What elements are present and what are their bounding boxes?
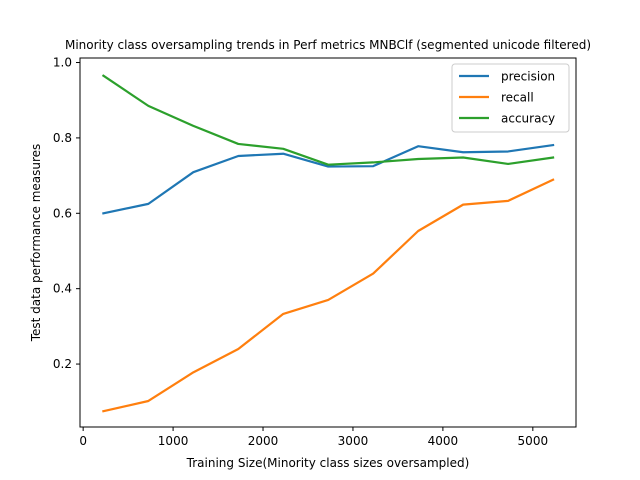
series-layer (101, 74, 555, 413)
x-tick-label: 4000 (428, 434, 459, 448)
x-tick-label: 0 (79, 434, 87, 448)
y-tick-label: 0.4 (53, 282, 72, 296)
chart-title: Minority class oversampling trends in Pe… (65, 38, 591, 52)
legend-label-accuracy: accuracy (501, 112, 555, 126)
legend: precision recall accuracy (451, 63, 570, 133)
legend-label-precision: precision (501, 70, 555, 84)
series-line-precision (102, 143, 555, 215)
x-tick-label: 2000 (248, 434, 279, 448)
x-axis-label: Training Size(Minority class sizes overs… (186, 456, 470, 470)
y-tick-label: 0.6 (53, 206, 72, 220)
y-tick-label: 1.0 (53, 56, 72, 70)
plot-area: 0 1000 2000 3000 4000 5000 0.2 0.4 0.6 0.8 1.0 (53, 56, 577, 448)
x-axis-ticks: 0 1000 2000 3000 4000 5000 (79, 427, 548, 448)
x-tick-label: 5000 (518, 434, 549, 448)
legend-frame (451, 63, 570, 133)
legend-items: precision recall accuracy (459, 70, 555, 126)
y-axis-ticks: 0.2 0.4 0.6 0.8 1.0 (53, 56, 80, 371)
x-tick-label: 3000 (338, 434, 369, 448)
series-line-recall (102, 178, 555, 413)
y-tick-label: 0.8 (53, 131, 72, 145)
legend-label-recall: recall (501, 91, 534, 105)
y-tick-label: 0.2 (53, 357, 72, 371)
x-tick-label: 1000 (158, 434, 189, 448)
y-axis-label: Test data performance measures (29, 144, 43, 343)
axes-frame (79, 57, 577, 428)
series-line-accuracy (101, 74, 555, 166)
